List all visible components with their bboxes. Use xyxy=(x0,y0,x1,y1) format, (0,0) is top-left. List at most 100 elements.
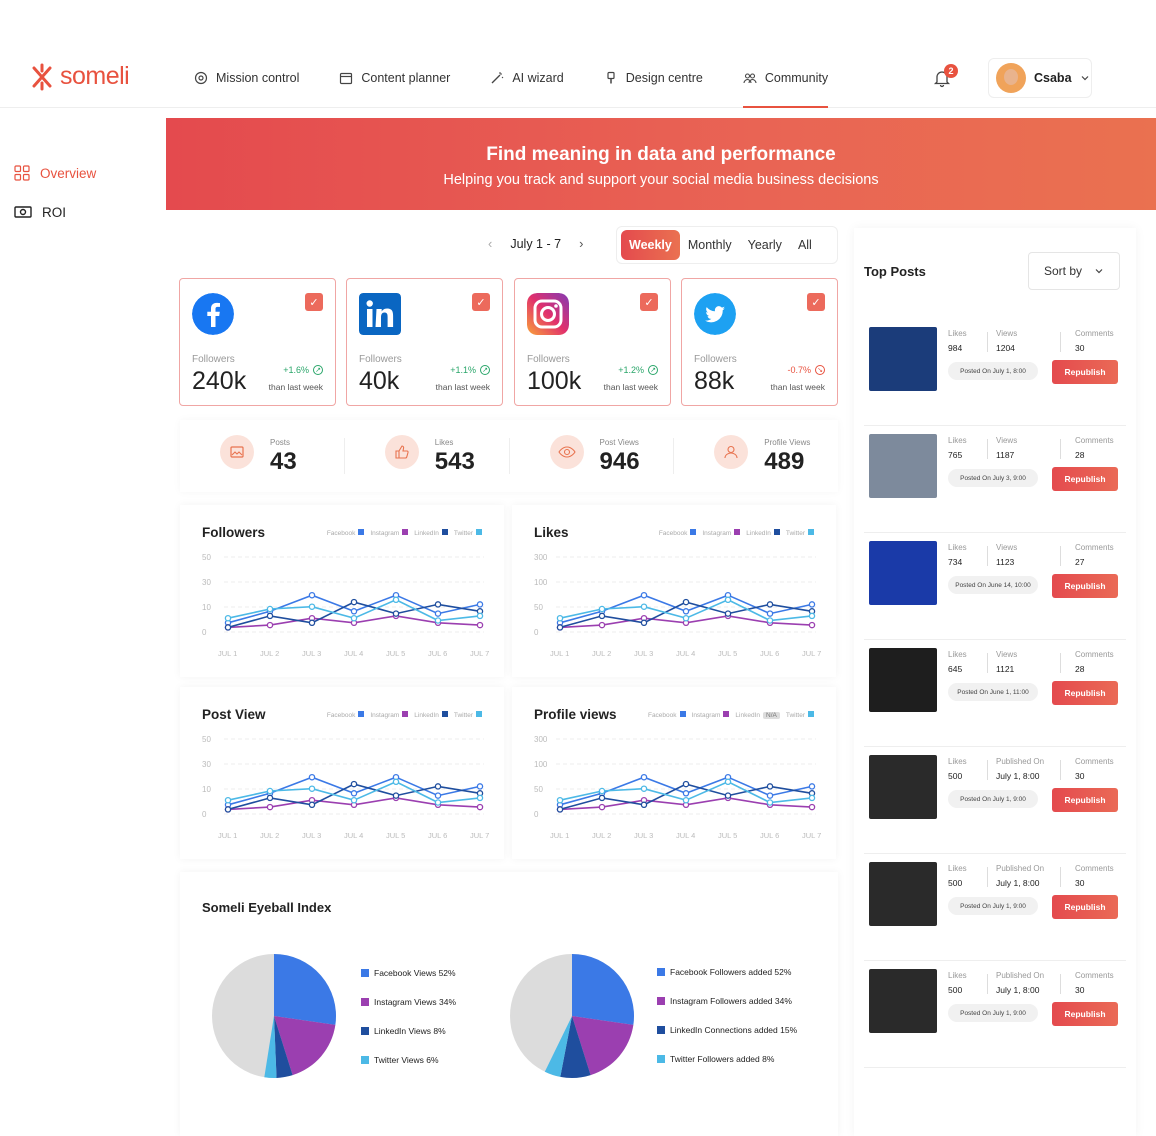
chart-title: Profile views xyxy=(534,707,617,722)
data-point xyxy=(682,780,690,788)
sidebar-item-overview[interactable]: Overview xyxy=(14,160,154,186)
linkedin-card[interactable]: ✓ Followers 40k +1.1% ↗ than last week xyxy=(346,278,503,406)
notification-badge: 2 xyxy=(944,64,958,78)
republish-button[interactable]: Republish xyxy=(1052,360,1118,384)
post-thumbnail[interactable] xyxy=(869,862,937,926)
republish-button[interactable]: Republish xyxy=(1052,574,1118,598)
views-pie-chart xyxy=(212,954,336,1078)
sidebar-item-roi[interactable]: ROI xyxy=(14,199,154,225)
period-yearly[interactable]: Yearly xyxy=(747,238,782,252)
data-point xyxy=(308,785,316,792)
profile-views-chart-card: 300 100 50 0 JUL 1 JUL 2 JUL 3 JUL 4 JUL 5 JUL 6 J… xyxy=(512,687,836,859)
period-all[interactable]: All xyxy=(797,238,812,252)
legend-facebook[interactable]: Facebook xyxy=(659,529,697,537)
legend-twitter[interactable]: Twitter xyxy=(454,529,482,537)
data-point xyxy=(808,783,816,790)
nav-design-centre[interactable]: Design centre xyxy=(604,60,703,96)
post-thumbnail[interactable] xyxy=(869,648,937,712)
legend-facebook[interactable]: Facebook xyxy=(327,529,365,537)
check-icon[interactable]: ✓ xyxy=(807,293,825,311)
nav-community[interactable]: Community xyxy=(742,60,829,108)
sort-dropdown[interactable]: Sort by xyxy=(1028,252,1120,290)
chevron-right-icon[interactable]: › xyxy=(579,236,584,251)
data-point xyxy=(640,785,648,792)
legend-instagram[interactable]: Instagram xyxy=(692,711,730,719)
period-monthly[interactable]: Monthly xyxy=(687,238,732,252)
legend-twitter[interactable]: Twitter xyxy=(786,529,814,537)
date-range-picker: ‹ July 1 - 7 › xyxy=(488,236,583,251)
legend-instagram[interactable]: Instagram xyxy=(370,711,409,719)
legend-linkedin[interactable]: LinkedIn xyxy=(414,529,448,537)
y-tick-label: 30 xyxy=(202,578,211,587)
date-range-label[interactable]: July 1 - 7 xyxy=(510,236,562,251)
pie-slice xyxy=(274,1016,336,1076)
data-point xyxy=(724,610,732,617)
republish-button[interactable]: Republish xyxy=(1052,467,1118,491)
twitter-card[interactable]: ✓ Followers 88k -0.7% ↘ than last week xyxy=(681,278,838,406)
y-tick-label: 50 xyxy=(534,603,543,612)
nav-content-planner[interactable]: Content planner xyxy=(339,60,450,96)
republish-button[interactable]: Republish xyxy=(1052,788,1118,812)
legend-linkedin[interactable]: LinkedIn xyxy=(746,529,780,537)
pie-slice xyxy=(560,1016,591,1078)
someli-logo[interactable]: someli xyxy=(30,62,130,91)
y-tick-label: 100 xyxy=(534,578,548,587)
post-thumbnail[interactable] xyxy=(869,434,937,498)
data-point xyxy=(476,803,484,811)
magic-wand-icon xyxy=(491,72,504,84)
legend-facebook[interactable]: Facebook xyxy=(648,711,686,719)
republish-button[interactable]: Republish xyxy=(1052,895,1118,919)
na-badge: N/A xyxy=(763,711,780,719)
thumbs-up-icon xyxy=(384,435,419,469)
data-point xyxy=(266,612,274,620)
data-point xyxy=(266,794,274,802)
legend-instagram[interactable]: Instagram xyxy=(702,529,741,537)
instagram-card[interactable]: ✓ Followers 100k +1.2% ↗ than last week xyxy=(514,278,671,406)
legend-twitter[interactable]: Twitter xyxy=(786,711,814,719)
post-thumbnail[interactable] xyxy=(869,969,937,1033)
x-tick-label: JUL 7 xyxy=(802,649,821,658)
stat-label: Profile Views xyxy=(764,438,811,447)
x-tick-label: JUL 5 xyxy=(386,649,405,658)
data-point xyxy=(598,605,606,613)
check-icon[interactable]: ✓ xyxy=(640,293,658,311)
check-icon[interactable]: ✓ xyxy=(305,293,323,311)
y-tick-label: 50 xyxy=(202,735,211,744)
data-point xyxy=(766,610,774,617)
card-value: 100k xyxy=(527,367,582,395)
post-thumbnail[interactable] xyxy=(869,755,937,819)
republish-button[interactable]: Republish xyxy=(1052,1002,1118,1026)
legend-linkedin[interactable]: LinkedIn xyxy=(414,711,448,719)
check-icon[interactable]: ✓ xyxy=(472,293,490,311)
chevron-left-icon[interactable]: ‹ xyxy=(488,236,493,251)
sort-label: Sort by xyxy=(1044,264,1083,278)
legend-linkedin[interactable]: LinkedIn N/A xyxy=(735,711,780,719)
legend-facebook[interactable]: Facebook xyxy=(327,711,365,719)
x-tick-label: JUL 3 xyxy=(302,831,321,840)
republish-button[interactable]: Republish xyxy=(1052,681,1118,705)
post-stat: Published On July 1, 8:00 xyxy=(996,971,1045,995)
legend-instagram[interactable]: Instagram xyxy=(370,529,409,537)
post-thumbnail[interactable] xyxy=(869,541,937,605)
chart-title: Likes xyxy=(534,525,569,540)
user-menu[interactable]: Csaba xyxy=(988,58,1092,98)
facebook-card[interactable]: ✓ Followers 240k +1.6% ↗ than last week xyxy=(179,278,336,406)
stat-value: 946 xyxy=(599,448,640,475)
period-weekly[interactable]: Weekly xyxy=(621,230,680,260)
nav-ai-wizard[interactable]: AI wizard xyxy=(490,60,564,96)
brand-name: someli xyxy=(60,62,130,90)
legend-twitter[interactable]: Twitter xyxy=(454,711,482,719)
post-thumbnail[interactable] xyxy=(869,327,937,391)
data-point xyxy=(640,603,648,610)
x-tick-label: JUL 1 xyxy=(218,649,237,658)
data-point xyxy=(598,612,606,620)
data-point xyxy=(392,596,400,604)
data-point xyxy=(476,783,484,790)
eyeball-index-card: Someli Eyeball Index Facebook Views 52% … xyxy=(180,872,838,1136)
nav-mission-control[interactable]: Mission control xyxy=(194,60,299,96)
card-value: 40k xyxy=(359,367,400,395)
data-point xyxy=(766,601,774,608)
data-point xyxy=(724,792,732,799)
post-item: Likes 765 Views 1187 Comments 28 Posted On Jul… xyxy=(864,429,1126,533)
data-point xyxy=(308,801,316,809)
